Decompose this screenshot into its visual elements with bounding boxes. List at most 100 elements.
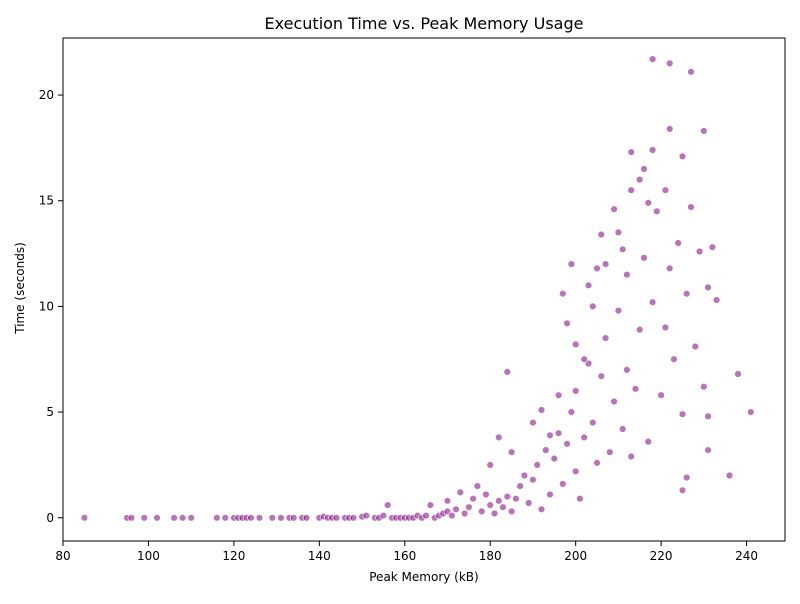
scatter-point [495,497,503,505]
scatter-point [503,492,511,501]
scatter-point [302,514,311,522]
scatter-point [580,433,588,442]
scatter-point [682,290,691,298]
scatter-point [486,461,494,469]
scatter-point [614,306,623,315]
scatter-point [665,59,674,68]
y-tick-label: 0 [46,511,54,525]
y-axis-ticks: 0 5 10 15 20 [39,88,63,525]
scatter-point [507,448,516,456]
scatter-point [384,501,392,509]
x-tick-label: 140 [308,549,331,563]
scatter-point [657,391,665,399]
scatter-point [443,497,452,505]
x-tick-label: 220 [650,549,673,563]
scatter-point [708,243,717,251]
scatter-point [563,319,571,327]
scatter-point [644,438,652,446]
x-axis-ticks: 80 100 120 140 160 180 200 220 240 [55,541,758,563]
scatter-point [495,433,503,442]
scatter-point [627,148,635,156]
scatter-point [542,446,550,454]
scatter-point [170,514,178,522]
scatter-point [567,408,576,416]
scatter-point [550,454,558,463]
y-tick-label: 20 [39,88,54,102]
scatter-point [524,499,533,507]
x-tick-label: 100 [137,549,160,563]
scatter-point [448,511,456,520]
scatter-point [571,340,580,349]
scatter-point [571,387,580,395]
scatter-point [610,205,618,213]
scatter-point [704,283,712,292]
scatter-point [362,511,370,520]
scatter-point [503,368,511,376]
scatter-point [589,302,597,311]
scatter-point [593,459,601,467]
scatter-point [665,264,674,273]
scatter-point [593,264,601,273]
scatter-point [682,473,691,482]
scatter-point [546,490,554,499]
scatter-point [648,55,657,63]
scatter-point [290,514,298,522]
scatter-point [465,503,473,511]
scatter-point [478,507,486,516]
scatter-point [627,186,635,194]
scatter-point [610,397,618,406]
scatter-point [469,495,477,503]
x-tick-label: 120 [222,549,245,563]
scatter-point [529,418,537,427]
scatter-point [80,514,89,522]
scatter-point [734,370,742,378]
scatter-point [653,207,661,216]
scatter-point [268,514,276,522]
scatter-point [648,146,657,154]
scatter-point [247,514,255,522]
x-tick-label: 180 [479,549,502,563]
scatter-point [482,490,490,499]
scatter-point [426,501,435,509]
scatter-point [516,482,524,490]
x-tick-label: 200 [564,549,587,563]
scatter-point [537,505,546,513]
scatter-point [670,355,678,363]
scatter-point [554,391,563,399]
scatter-point [460,509,469,518]
scatter-point [571,467,580,475]
scatter-point [490,509,499,518]
scatter-point [512,495,520,503]
scatter-point [678,152,687,161]
scatter-point [601,260,610,268]
x-tick-label: 80 [55,549,70,563]
x-axis-label: Peak Memory (kB) [369,570,478,584]
scatter-point [640,254,648,262]
scatter-point [379,511,388,520]
scatter-point [704,446,712,454]
scatter-point [640,165,648,173]
scatter-point [140,514,148,522]
scatter-point [695,247,704,256]
scatter-point [627,452,635,461]
scatter-point [255,514,264,522]
scatter-point [601,334,610,342]
scatter-point [546,431,554,439]
y-tick-label: 10 [39,299,54,313]
plot-area: 80 100 120 140 160 180 200 220 240 0 5 10 15 20 [39,37,786,563]
scatter-point [221,514,230,522]
scatter-point [533,461,541,469]
scatter-point [618,425,627,433]
scatter-point [597,230,605,239]
scatter-point [452,505,460,513]
scatter-point [623,271,631,279]
x-tick-label: 160 [393,549,416,563]
scatter-point [486,501,494,509]
scatter-point [153,514,161,522]
scatter-point [635,326,644,334]
scatter-point [635,175,644,184]
scatter-point [529,476,537,484]
y-axis-label: Time (seconds) [13,242,27,335]
